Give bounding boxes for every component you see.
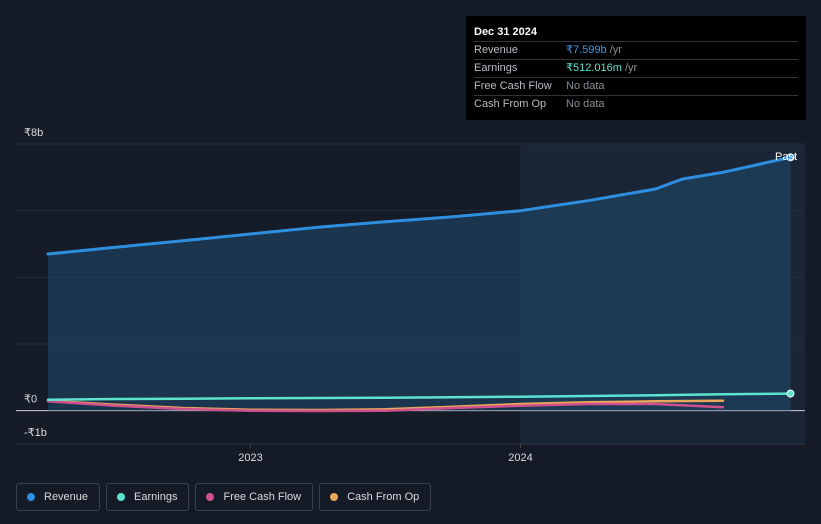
x-tick-label: 2023 [238, 452, 262, 464]
tooltip-row-earnings: Earnings ₹512.016m /yr [474, 59, 798, 77]
tooltip-value-earnings: ₹512.016m [566, 62, 622, 74]
series-line-earnings [46, 392, 792, 401]
series-line-revenue [46, 155, 792, 256]
tooltip-row-revenue: Revenue ₹7.599b /yr [474, 41, 798, 59]
legend-item-cash-from-op[interactable]: Cash From Op [319, 483, 432, 511]
legend-dot-icon [117, 493, 126, 501]
tooltip-date: Dec 31 2024 [474, 26, 537, 38]
series-line-free-cash-flow [46, 400, 725, 413]
legend-dot-icon [27, 493, 35, 501]
legend-item-revenue[interactable]: Revenue [16, 483, 101, 511]
past-label: Past [775, 151, 797, 163]
legend-label: Free Cash Flow [223, 491, 302, 503]
legend-item-free-cash-flow[interactable]: Free Cash Flow [195, 483, 314, 511]
y-tick-label: -₹1b [24, 427, 47, 439]
legend-label: Earnings [134, 491, 178, 503]
tooltip-value: ₹7.599b /yr [566, 42, 622, 59]
tooltip-label: Free Cash Flow [474, 80, 552, 92]
legend-item-earnings[interactable]: Earnings [106, 483, 190, 511]
tooltip-label: Revenue [474, 44, 519, 56]
tooltip-row-cash-from-op: Cash From Op No data [474, 95, 798, 113]
tooltip-value: ₹512.016m /yr [566, 60, 637, 77]
legend-label: Cash From Op [347, 491, 420, 503]
legend-dot-icon [206, 493, 215, 501]
tooltip-unit: /yr [609, 44, 622, 56]
tooltip: Dec 31 2024 Revenue ₹7.599b /yr Earnings… [466, 16, 806, 120]
tooltip-value: No data [566, 80, 605, 92]
tooltip-value: No data [566, 98, 605, 110]
tooltip-value-revenue: ₹7.599b [566, 44, 607, 56]
tooltip-label: Cash From Op [474, 98, 547, 110]
legend: Revenue Earnings Free Cash Flow Cash Fro… [16, 483, 432, 511]
y-tick-label: ₹8b [24, 127, 43, 139]
x-tick-label: 2024 [508, 452, 532, 464]
tooltip-unit: /yr [625, 62, 638, 74]
endpoint-marker-revenue [786, 153, 795, 162]
y-tick-label: ₹0 [24, 394, 37, 406]
legend-dot-icon [330, 493, 339, 501]
tooltip-row-free-cash-flow: Free Cash Flow No data [474, 77, 798, 95]
legend-label: Revenue [44, 491, 89, 503]
endpoint-marker-earnings [786, 389, 795, 398]
tooltip-label: Earnings [474, 62, 518, 74]
revenue-area [48, 157, 791, 411]
